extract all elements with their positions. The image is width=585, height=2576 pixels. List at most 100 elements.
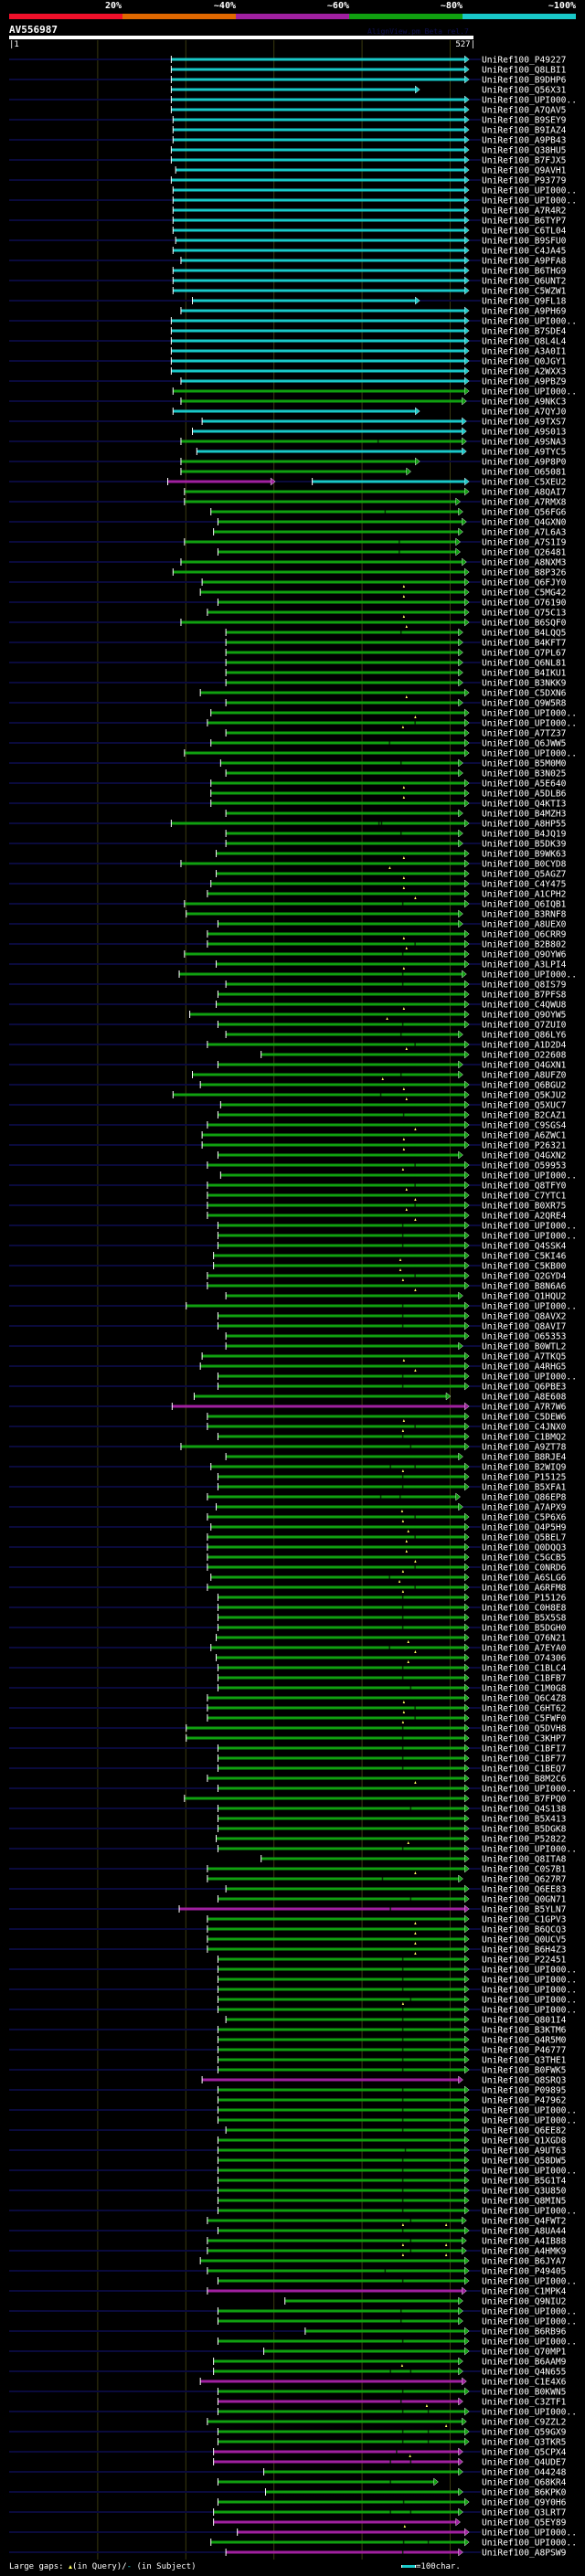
hit-label[interactable]: UniRef100_C5DXN6 (482, 689, 567, 699)
hit-label[interactable]: UniRef100_Q5CPX4 (482, 2448, 567, 2458)
hit-label[interactable]: UniRef100_UPI000.. (482, 96, 577, 106)
hit-label[interactable]: UniRef100_A7L6A3 (482, 528, 567, 538)
hit-label[interactable]: UniRef100_P15125 (482, 1473, 566, 1483)
hit-label[interactable]: UniRef100_B9SEY9 (482, 116, 567, 126)
hit-label[interactable]: UniRef100_C5KB00 (482, 1262, 567, 1272)
hit-label[interactable]: UniRef100_Q1XGD8 (482, 2136, 567, 2147)
hit-label[interactable]: UniRef100_Q6BGU2 (482, 1081, 566, 1091)
hit-label[interactable]: UniRef100_A9S013 (482, 428, 567, 438)
hit-label[interactable]: UniRef100_C9ZZL2 (482, 2418, 566, 2428)
hit-label[interactable]: UniRef100_A7APX9 (482, 1503, 567, 1513)
hit-label[interactable]: UniRef100_C1E4X6 (482, 2378, 567, 2388)
hit-label[interactable]: UniRef100_UPI000.. (482, 1171, 577, 1182)
hit-label[interactable]: UniRef100_C5KI46 (482, 1252, 567, 1262)
hit-label[interactable]: UniRef100_P49227 (482, 56, 567, 66)
hit-label[interactable]: UniRef100_O76190 (482, 599, 567, 609)
hit-label[interactable]: UniRef100_B4IKU1 (482, 669, 567, 679)
hit-label[interactable]: UniRef100_Q9AVH1 (482, 166, 567, 176)
hit-label[interactable]: UniRef100_UPI000.. (482, 2006, 577, 2016)
hit-label[interactable]: UniRef100_B3NKK9 (482, 679, 567, 689)
hit-label[interactable]: UniRef100_Q8SRQ3 (482, 2076, 567, 2086)
hit-label[interactable]: UniRef100_B5DGH0 (482, 1624, 567, 1634)
hit-label[interactable]: UniRef100_A8QAI7 (482, 488, 567, 498)
hit-label[interactable]: UniRef100_B9IAZ4 (482, 126, 567, 136)
hit-label[interactable]: UniRef100_C5GCB5 (482, 1553, 566, 1564)
hit-label[interactable]: UniRef100_B2CAZ1 (482, 1111, 567, 1121)
hit-label[interactable]: UniRef100_A8HP55 (482, 820, 566, 830)
hit-label[interactable]: UniRef100_B6QCQ3 (482, 1925, 567, 1935)
hit-label[interactable]: UniRef100_A4RHG5 (482, 1362, 566, 1373)
hit-label[interactable]: UniRef100_C1BF77 (482, 1754, 567, 1765)
hit-label[interactable]: UniRef100_Q8ITA8 (482, 1855, 567, 1865)
hit-label[interactable]: UniRef100_P49405 (482, 2267, 566, 2277)
hit-label[interactable]: UniRef100_Q8AVX2 (482, 1312, 566, 1322)
hit-label[interactable]: UniRef100_B5X5S8 (482, 1614, 567, 1624)
hit-label[interactable]: UniRef100_Q5BEL7 (482, 1533, 567, 1543)
hit-label[interactable]: UniRef100_UPI000.. (482, 317, 577, 327)
hit-label[interactable]: UniRef100_A9ZT78 (482, 1443, 567, 1453)
hit-label[interactable]: UniRef100_B4LQQ5 (482, 629, 566, 639)
hit-label[interactable]: UniRef100_Q6IQB1 (482, 900, 567, 910)
hit-label[interactable]: UniRef100_A7EYA0 (482, 1644, 567, 1654)
hit-label[interactable]: UniRef100_B4KFT7 (482, 639, 567, 649)
hit-label[interactable]: UniRef100_C4JNX0 (482, 1423, 567, 1433)
hit-label[interactable]: UniRef100_UPI000.. (482, 2337, 577, 2348)
hit-label[interactable]: UniRef100_C9SGS4 (482, 1121, 567, 1131)
hit-label[interactable]: UniRef100_P46777 (482, 2046, 567, 2056)
hit-label[interactable]: UniRef100_A2WXX3 (482, 367, 567, 377)
hit-label[interactable]: UniRef100_A6SLG6 (482, 1574, 567, 1584)
hit-label[interactable]: UniRef100_B9SFU0 (482, 237, 567, 247)
hit-label[interactable]: UniRef100_Q6JWW5 (482, 739, 566, 749)
hit-label[interactable]: UniRef100_A7S1I9 (482, 538, 567, 548)
hit-label[interactable]: UniRef100_O65081 (482, 468, 567, 478)
hit-label[interactable]: UniRef100_B8M2C6 (482, 1775, 567, 1785)
hit-label[interactable]: UniRef100_C1BEQ7 (482, 1765, 567, 1775)
hit-label[interactable]: UniRef100_Q26481 (482, 548, 567, 558)
hit-label[interactable]: UniRef100_Q0DQQ3 (482, 1543, 567, 1553)
hit-label[interactable]: UniRef100_Q6EE82 (482, 2126, 566, 2136)
hit-label[interactable]: UniRef100_A9PFA8 (482, 257, 567, 267)
hit-label[interactable]: UniRef100_B6SQF0 (482, 619, 567, 629)
hit-label[interactable]: UniRef100_Q8AVI7 (482, 1322, 567, 1332)
hit-label[interactable]: UniRef100_Q7ZUI0 (482, 1021, 567, 1031)
hit-label[interactable]: UniRef100_B7SDE4 (482, 327, 567, 337)
hit-label[interactable]: UniRef100_C1BLC4 (482, 1664, 567, 1674)
hit-label[interactable]: UniRef100_Q6C4Z8 (482, 1694, 567, 1704)
hit-label[interactable]: UniRef100_A9PBZ9 (482, 377, 567, 387)
hit-label[interactable]: UniRef100_A1D2D4 (482, 1041, 567, 1051)
hit-label[interactable]: UniRef100_O22608 (482, 1051, 567, 1061)
hit-label[interactable]: UniRef100_C4JA45 (482, 247, 566, 257)
hit-label[interactable]: UniRef100_B6TYP7 (482, 217, 567, 227)
hit-label[interactable]: UniRef100_C5XEU2 (482, 478, 566, 488)
hit-label[interactable]: UniRef100_A9P8P0 (482, 458, 567, 468)
hit-label[interactable]: UniRef100_UPI000.. (482, 2277, 577, 2287)
hit-label[interactable]: UniRef100_C1BFB7 (482, 1674, 567, 1684)
hit-label[interactable]: UniRef100_C5P6X6 (482, 1513, 567, 1523)
hit-label[interactable]: UniRef100_Q6EE83 (482, 1885, 567, 1895)
hit-label[interactable]: UniRef100_B6KPK0 (482, 2488, 567, 2498)
hit-label[interactable]: UniRef100_B5DGK8 (482, 1825, 567, 1835)
hit-label[interactable]: UniRef100_Q70MP1 (482, 2348, 567, 2358)
hit-label[interactable]: UniRef100_P15126 (482, 1594, 567, 1604)
hit-label[interactable]: UniRef100_A7RMX8 (482, 498, 567, 508)
hit-label[interactable]: UniRef100_Q4R5M0 (482, 2036, 567, 2046)
hit-label[interactable]: UniRef100_Q3TKR5 (482, 2438, 566, 2448)
hit-label[interactable]: UniRef100_Q5KJU2 (482, 1091, 566, 1101)
hit-label[interactable]: UniRef100_P09895 (482, 2086, 566, 2096)
hit-label[interactable]: UniRef100_UPI000.. (482, 2408, 577, 2418)
hit-label[interactable]: UniRef100_Q4S138 (482, 1805, 567, 1815)
hit-label[interactable]: UniRef100_A9PH69 (482, 307, 567, 317)
hit-label[interactable]: UniRef100_Q4N655 (482, 2368, 566, 2378)
hit-label[interactable]: UniRef100_B0CYD8 (482, 860, 567, 870)
hit-label[interactable]: UniRef100_C3ZTF1 (482, 2398, 567, 2408)
hit-label[interactable]: UniRef100_Q4P5H9 (482, 1523, 567, 1533)
hit-label[interactable]: UniRef100_Q0JGY1 (482, 357, 567, 367)
hit-label[interactable]: UniRef100_B3N025 (482, 769, 566, 779)
hit-label[interactable]: UniRef100_Q56FG6 (482, 508, 567, 518)
hit-label[interactable]: UniRef100_A9NKC3 (482, 398, 567, 408)
hit-label[interactable]: UniRef100_C5MG42 (482, 588, 566, 599)
hit-label[interactable]: UniRef100_C5WZW1 (482, 287, 567, 297)
hit-label[interactable]: UniRef100_Q5DVH8 (482, 1724, 567, 1734)
hit-label[interactable]: UniRef100_B5M0M0 (482, 759, 567, 769)
hit-label[interactable]: UniRef100_C3KHP7 (482, 1734, 567, 1744)
